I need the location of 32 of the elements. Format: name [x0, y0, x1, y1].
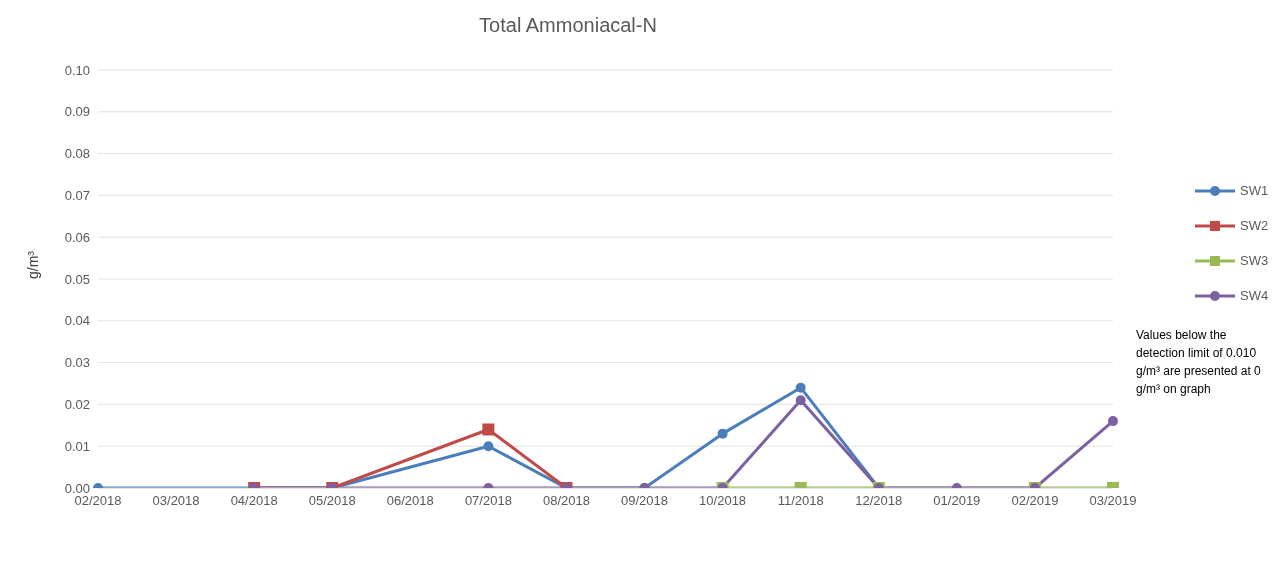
- x-tick-label: 05/2018: [308, 493, 356, 509]
- y-tick-label: 0.10: [64, 62, 90, 78]
- legend-label: SW2: [1240, 218, 1269, 233]
- y-tick-label: 0.09: [64, 104, 90, 120]
- x-tick-label: 07/2018: [464, 493, 512, 509]
- x-tick-label: 12/2018: [855, 493, 903, 509]
- x-tick-label: 08/2018: [542, 493, 590, 509]
- legend-label: SW4: [1240, 288, 1269, 303]
- y-tick-label: 0.07: [64, 188, 90, 204]
- y-tick-label: 0.03: [64, 355, 90, 371]
- legend-label: SW1: [1240, 183, 1269, 198]
- x-tick-label: 10/2018: [699, 493, 747, 509]
- x-tick-label: 03/2018: [152, 493, 200, 509]
- y-tick-label: 0.06: [64, 229, 90, 245]
- y-tick-label: 0.00: [64, 480, 90, 496]
- legend-label: SW3: [1240, 253, 1269, 268]
- y-tick-label: 0.02: [64, 397, 90, 413]
- x-tick-label: 06/2018: [386, 493, 434, 509]
- y-tick-label: 0.05: [64, 271, 90, 287]
- y-axis-title: g/m³: [24, 250, 41, 279]
- x-tick-label: 09/2018: [621, 493, 669, 509]
- x-tick-label: 04/2018: [230, 493, 278, 509]
- chart-title: Total Ammoniacal-N: [478, 14, 658, 37]
- x-tick-label: 02/2018: [74, 493, 122, 509]
- text: Values below the detection limit of 0.010 g/m³ are presented at 0 g/m³ on graph: [1136, 327, 1262, 398]
- y-tick-label: 0.01: [64, 438, 90, 454]
- y-tick-label: 0.04: [64, 313, 90, 329]
- x-tick-label: 01/2019: [933, 493, 981, 509]
- x-tick-label: 02/2019: [1011, 493, 1059, 509]
- x-tick-label: 03/2019: [1089, 493, 1137, 509]
- x-tick-label: 11/2018: [777, 493, 824, 509]
- y-tick-label: 0.08: [64, 146, 90, 162]
